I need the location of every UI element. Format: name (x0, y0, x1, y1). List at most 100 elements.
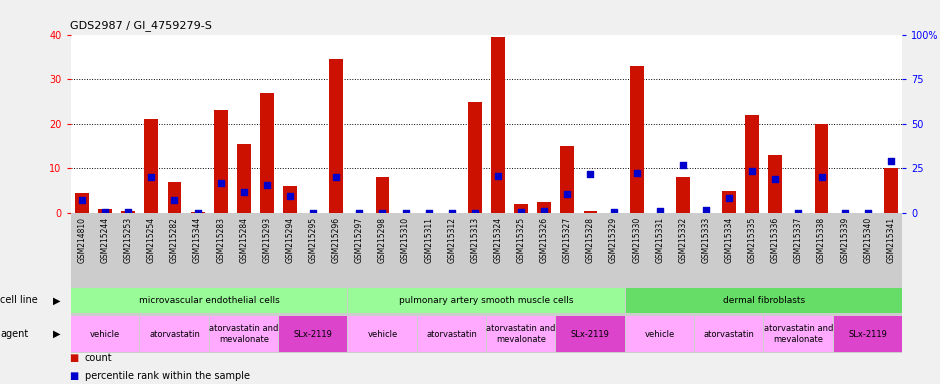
Bar (329, 59, 343, 213)
Text: GSM215312: GSM215312 (447, 217, 456, 263)
Point (814, 174, 829, 180)
Point (722, 195, 737, 201)
Bar (210, 316, 278, 352)
Bar (145, 119, 158, 213)
Point (236, 189, 251, 195)
Bar (538, 202, 551, 213)
Bar (283, 186, 297, 213)
Bar (584, 211, 597, 213)
Bar (676, 177, 690, 213)
Text: GSM215253: GSM215253 (124, 217, 133, 263)
Text: GSM215293: GSM215293 (262, 217, 272, 263)
Text: GSM215283: GSM215283 (216, 217, 226, 263)
Bar (140, 316, 209, 352)
Text: GSM215294: GSM215294 (286, 217, 294, 263)
Text: agent: agent (0, 329, 28, 339)
Point (213, 180, 228, 186)
Text: vehicle: vehicle (90, 329, 120, 339)
Bar (213, 111, 227, 213)
Text: atorvastatin and
mevalonate: atorvastatin and mevalonate (763, 324, 833, 344)
Bar (417, 316, 486, 352)
Text: GSM215284: GSM215284 (240, 217, 248, 263)
Text: GSM215334: GSM215334 (725, 217, 733, 263)
Bar (745, 115, 760, 213)
Bar (815, 124, 828, 213)
Point (513, 209, 528, 215)
Bar (468, 101, 482, 213)
Point (675, 162, 690, 168)
Bar (75, 193, 89, 213)
Text: GSM215344: GSM215344 (193, 217, 202, 263)
Bar (764, 316, 833, 352)
Text: atorvastatin and
mevalonate: atorvastatin and mevalonate (209, 324, 278, 344)
Point (560, 191, 575, 197)
Text: GSM215339: GSM215339 (840, 217, 849, 263)
Text: GSM215328: GSM215328 (586, 217, 595, 263)
Text: GDS2987 / GI_4759279-S: GDS2987 / GI_4759279-S (70, 20, 212, 31)
Text: GSM215244: GSM215244 (101, 217, 110, 263)
Text: GSM215338: GSM215338 (817, 217, 826, 263)
Bar (834, 316, 902, 352)
Bar (70, 316, 139, 352)
Text: ▶: ▶ (53, 295, 60, 306)
Text: cell line: cell line (0, 295, 38, 306)
Point (144, 174, 159, 180)
Text: atorvastatin: atorvastatin (704, 329, 755, 339)
Point (652, 208, 667, 214)
Bar (514, 204, 528, 213)
Point (744, 168, 760, 174)
Text: ■: ■ (70, 353, 83, 363)
Text: ■: ■ (70, 371, 83, 381)
Text: GSM214810: GSM214810 (78, 217, 86, 263)
Bar (167, 182, 181, 213)
Point (445, 210, 460, 216)
Bar (884, 169, 898, 213)
Text: atorvastatin: atorvastatin (149, 329, 200, 339)
Bar (70, 288, 348, 313)
Bar (625, 316, 694, 352)
Point (190, 210, 205, 216)
Text: GSM215296: GSM215296 (332, 217, 340, 263)
Text: GSM215329: GSM215329 (609, 217, 618, 263)
Bar (630, 66, 644, 213)
Point (491, 172, 506, 179)
Bar (260, 93, 274, 213)
Text: ▶: ▶ (53, 329, 60, 339)
Bar (98, 209, 112, 213)
Bar (491, 37, 505, 213)
Point (884, 158, 899, 164)
Text: GSM215336: GSM215336 (771, 217, 780, 263)
Point (629, 170, 644, 176)
Text: GSM215311: GSM215311 (424, 217, 433, 263)
Text: GSM215324: GSM215324 (494, 217, 503, 263)
Text: atorvastatin and
mevalonate: atorvastatin and mevalonate (486, 324, 556, 344)
Bar (348, 316, 416, 352)
Point (283, 193, 298, 199)
Text: GSM215337: GSM215337 (794, 217, 803, 263)
Bar (348, 288, 625, 313)
Bar (625, 288, 902, 313)
Point (74, 197, 89, 203)
Point (860, 210, 875, 216)
Point (838, 210, 853, 216)
Text: GSM215341: GSM215341 (886, 217, 895, 263)
Bar (556, 316, 625, 352)
Point (375, 210, 390, 216)
Point (398, 210, 413, 216)
Text: SLx-2119: SLx-2119 (293, 329, 333, 339)
Text: GSM215333: GSM215333 (701, 217, 711, 263)
Text: GSM215327: GSM215327 (563, 217, 572, 263)
Text: GSM215313: GSM215313 (470, 217, 479, 263)
Bar (375, 177, 389, 213)
Text: GSM215330: GSM215330 (633, 217, 641, 263)
Bar (560, 146, 574, 213)
Text: GSM215331: GSM215331 (655, 217, 665, 263)
Text: GSM215340: GSM215340 (863, 217, 872, 263)
Text: GSM215335: GSM215335 (747, 217, 757, 263)
Text: pulmonary artery smooth muscle cells: pulmonary artery smooth muscle cells (400, 296, 573, 305)
Point (791, 210, 806, 216)
Point (537, 208, 552, 214)
Point (606, 209, 621, 215)
Text: SLx-2119: SLx-2119 (571, 329, 610, 339)
Point (698, 207, 713, 214)
